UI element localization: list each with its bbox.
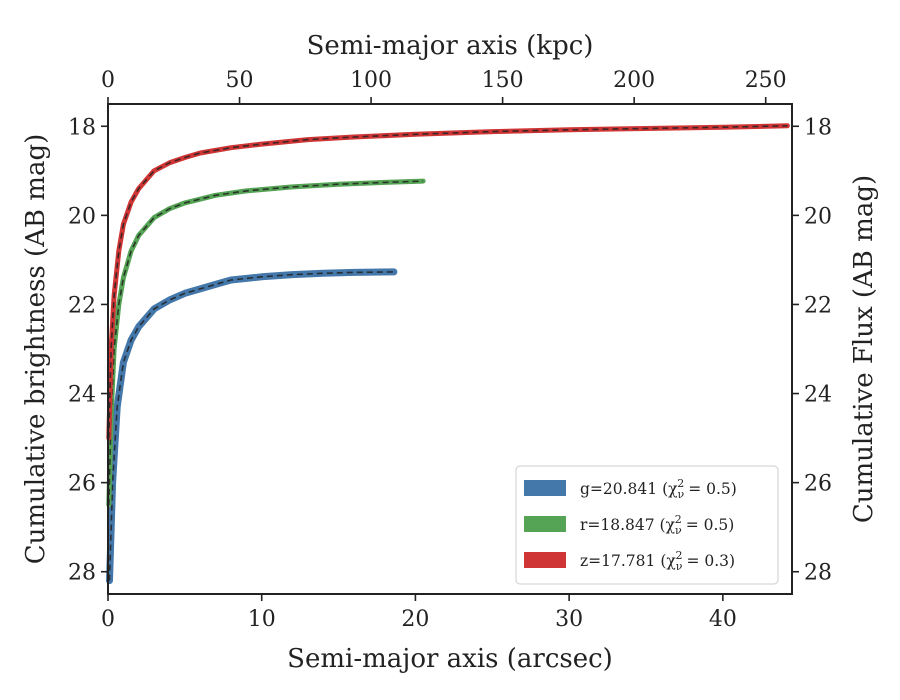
legend: g=20.841 (χν2 = 0.5) r=18.847 (χν2 = 0.5) z=… (515, 465, 779, 585)
legend-swatch-r (524, 516, 566, 532)
right-y-tick-label: 28 (804, 561, 832, 586)
plot-frame (107, 103, 793, 595)
legend-swatch-z (524, 552, 566, 568)
top-x-tick-label: 50 (226, 68, 254, 93)
axes: 0 10 20 30 40 0 50 100 150 200 250 18 18 20 20 22 22 24 24… (68, 68, 832, 632)
series-model-line-z (108, 125, 788, 439)
x-tick-label: 0 (101, 607, 115, 632)
x-axis-title: Semi-major axis (arcsec) (287, 644, 613, 674)
legend-box (515, 465, 779, 585)
y-tick-label: 22 (68, 293, 96, 318)
top-x-tick-label: 250 (745, 68, 787, 93)
x-tick-label: 40 (709, 607, 737, 632)
top-x-tick-label: 0 (101, 68, 115, 93)
legend-label-g: g=20.841 (χν2 = 0.5) (580, 477, 737, 501)
right-y-tick-label: 26 (804, 472, 832, 497)
x-tick-label: 30 (555, 607, 583, 632)
top-x-tick-label: 200 (613, 68, 655, 93)
series-model-line-r (108, 180, 424, 505)
right-y-axis-title: Cumulative Flux (AB mag) (849, 175, 879, 523)
top-x-tick-label: 150 (482, 68, 524, 93)
y-tick-label: 26 (68, 472, 96, 497)
x-tick-label: 20 (401, 607, 429, 632)
y-tick-label: 28 (68, 561, 96, 586)
y-axis-title: Cumulative brightness (AB mag) (21, 134, 51, 565)
x-tick-label: 10 (248, 607, 276, 632)
y-tick-label: 24 (68, 383, 96, 408)
legend-swatch-g (524, 480, 566, 496)
y-tick-label: 18 (68, 115, 96, 140)
top-x-tick-label: 100 (350, 68, 392, 93)
plot-area (106, 123, 790, 585)
right-y-tick-label: 18 (804, 115, 832, 140)
y-tick-label: 20 (68, 204, 96, 229)
right-y-tick-label: 20 (804, 204, 832, 229)
top-x-axis-title: Semi-major axis (kpc) (307, 31, 594, 61)
legend-label-z: z=17.781 (χν2 = 0.3) (580, 549, 735, 573)
right-y-tick-label: 24 (804, 383, 832, 408)
legend-label-r: r=18.847 (χν2 = 0.5) (580, 513, 734, 537)
right-y-tick-label: 22 (804, 293, 832, 318)
